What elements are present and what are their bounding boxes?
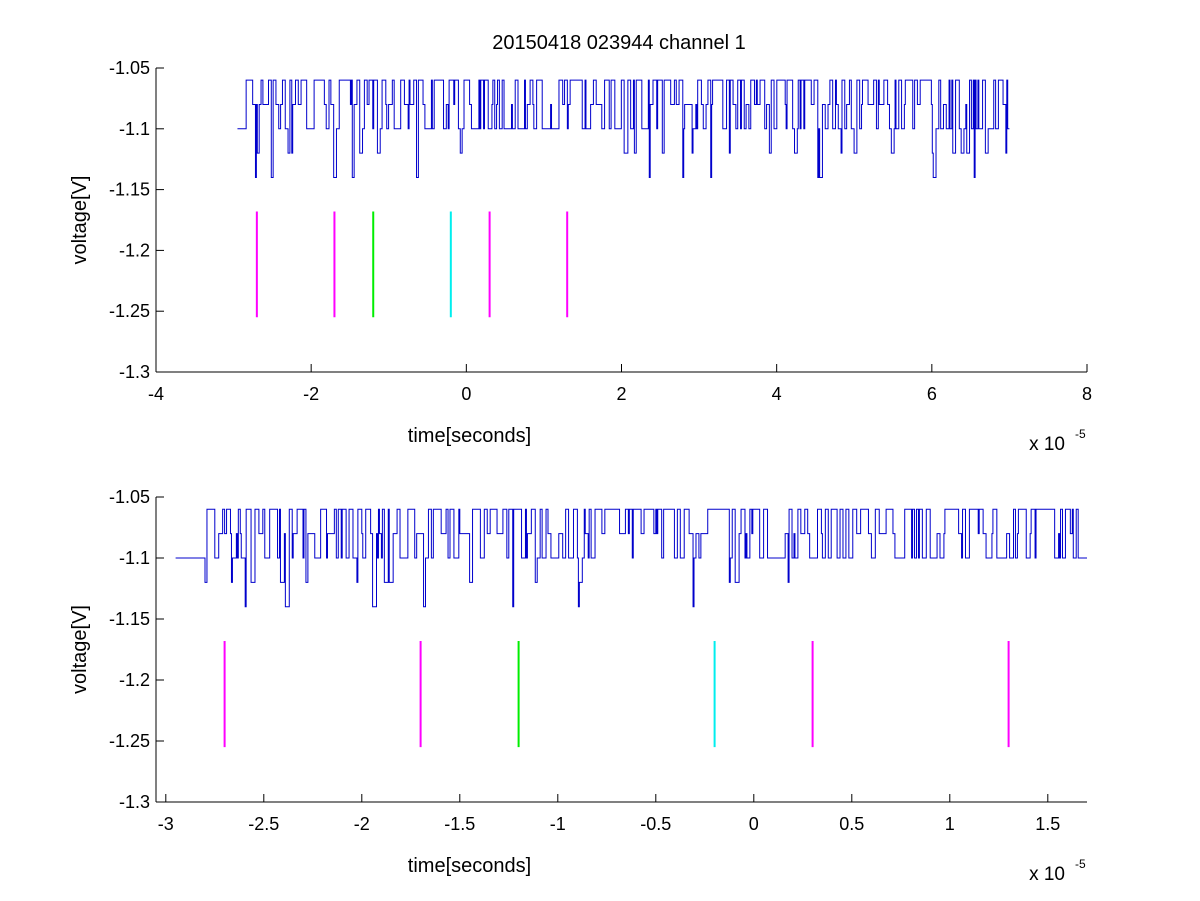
x-tick-label: 4 — [772, 384, 782, 404]
x-tick-label: -2.5 — [248, 814, 279, 834]
y-axis-label: voltage[V] — [69, 605, 91, 694]
y-tick-label: -1.25 — [109, 731, 150, 751]
x-tick-label: 0.5 — [839, 814, 864, 834]
y-tick-label: -1.15 — [109, 180, 150, 200]
x-tick-label: 6 — [927, 384, 937, 404]
x-tick-label: -3 — [158, 814, 174, 834]
x-tick-label: -4 — [148, 384, 164, 404]
x-tick-label: 0 — [749, 814, 759, 834]
x-tick-label: -1.5 — [444, 814, 475, 834]
y-tick-label: -1.25 — [109, 301, 150, 321]
figure-title: 20150418 023944 channel 1 — [492, 32, 746, 54]
x-tick-label: -1 — [550, 814, 566, 834]
x-multiplier-label: x 10 — [1029, 864, 1065, 885]
y-tick-label: -1.1 — [119, 548, 150, 568]
x-multiplier-exponent: -5 — [1075, 857, 1086, 871]
y-tick-label: -1.05 — [109, 487, 150, 507]
y-tick-label: -1.15 — [109, 609, 150, 629]
y-tick-label: -1.3 — [119, 792, 150, 812]
top-plot: -4 -2 0 2 4 6 8 -1.3 -1.25 -1.2 -1.15 -1.1 -1.05 time… — [69, 58, 1092, 455]
y-tick-label: -1.1 — [119, 119, 150, 139]
x-tick-label: 1.5 — [1035, 814, 1060, 834]
x-tick-label: -2 — [354, 814, 370, 834]
x-tick-label: 1 — [945, 814, 955, 834]
x-tick-label: -2 — [303, 384, 319, 404]
y-tick-label: -1.3 — [119, 362, 150, 382]
y-axis-label: voltage[V] — [69, 176, 91, 265]
x-tick-label: 0 — [461, 384, 471, 404]
y-tick-label: -1.05 — [109, 58, 150, 78]
x-tick-label: 2 — [616, 384, 626, 404]
x-tick-label: 8 — [1082, 384, 1092, 404]
y-tick-label: -1.2 — [119, 670, 150, 690]
x-tick-label: -0.5 — [640, 814, 671, 834]
signal-trace — [237, 79, 1010, 178]
y-tick-label: -1.2 — [119, 240, 150, 260]
x-multiplier-exponent: -5 — [1075, 427, 1086, 441]
x-axis-label: time[seconds] — [408, 425, 531, 447]
x-axis-label: time[seconds] — [408, 855, 531, 877]
bottom-plot: -3 -2.5 -2 -1.5 -1 -0.5 0 0.5 1 1.5 -1.3 -1.25 -1.2 -… — [69, 487, 1087, 885]
x-multiplier-label: x 10 — [1029, 434, 1065, 455]
signal-trace — [175, 508, 1087, 608]
